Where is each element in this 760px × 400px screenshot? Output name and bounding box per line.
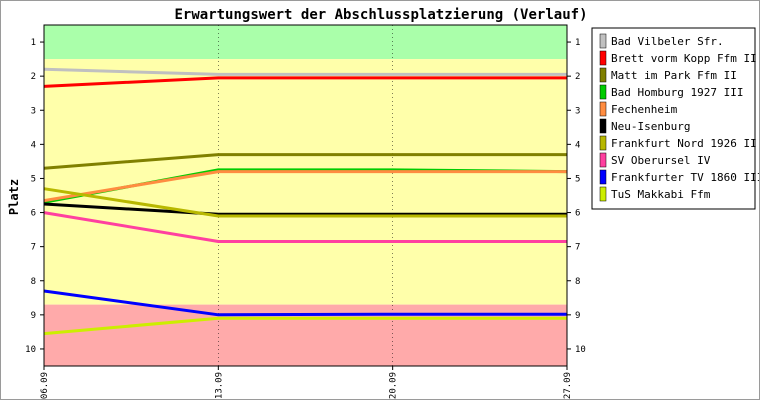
x-tick-label: 13.09 <box>214 372 224 399</box>
y-tick-label-left: 10 <box>25 345 36 355</box>
x-tick-label: 06.09 <box>40 372 50 399</box>
series-line-0 <box>43 67 567 76</box>
legend-swatch-2 <box>599 67 607 83</box>
y-tick-label-right: 10 <box>575 345 586 355</box>
legend-label-9: TuS Makkabi Ffm <box>611 188 711 201</box>
legend-label-4: Fechenheim <box>611 103 678 116</box>
plot-border <box>43 24 568 367</box>
y-tick-label-left: 6 <box>31 209 36 219</box>
series-line-8 <box>43 289 567 317</box>
y-tick-label-left: 3 <box>31 106 36 116</box>
y-tick-label-left: 5 <box>31 174 36 184</box>
legend-label-5: Neu-Isenburg <box>611 120 690 133</box>
y-tick-label-right: 9 <box>575 311 580 321</box>
series-line-4 <box>43 170 567 203</box>
y-tick-label-left: 8 <box>31 277 36 287</box>
y-tick-label-right: 4 <box>575 140 580 150</box>
legend-swatch-6 <box>599 135 607 151</box>
y-axis-label: Platz <box>7 179 21 215</box>
legend-swatch-7 <box>599 152 607 168</box>
legend-label-8: Frankfurter TV 1860 III <box>611 171 759 184</box>
series-line-6 <box>43 187 567 218</box>
y-tick-label-right: 7 <box>575 243 580 253</box>
legend-label-0: Bad Vilbeler Sfr. <box>611 35 724 48</box>
series-line-2 <box>43 153 567 170</box>
chart-title: Erwartungswert der Abschlussplatzierung … <box>174 7 587 23</box>
legend-swatch-3 <box>599 84 607 100</box>
series-line-1 <box>43 76 567 88</box>
band-0 <box>44 25 567 60</box>
x-tick-label: 20.09 <box>389 372 399 399</box>
y-tick-label-left: 4 <box>31 140 36 150</box>
legend-label-3: Bad Homburg 1927 III <box>611 86 743 99</box>
y-tick-label-left: 9 <box>31 311 36 321</box>
band-1 <box>44 59 567 305</box>
legend-swatch-1 <box>599 50 607 66</box>
y-tick-label-right: 3 <box>575 106 580 116</box>
y-tick-label-right: 2 <box>575 72 580 82</box>
legend-label-6: Frankfurt Nord 1926 II <box>611 137 757 150</box>
legend-swatch-8 <box>599 169 607 185</box>
legend-label-1: Brett vorm Kopp Ffm II <box>611 52 757 65</box>
legend-label-2: Matt im Park Ffm II <box>611 69 737 82</box>
y-tick-label-right: 8 <box>575 277 580 287</box>
legend-swatch-5 <box>599 118 607 134</box>
y-tick-label-right: 1 <box>575 38 580 48</box>
series-line-9 <box>43 316 567 336</box>
y-tick-label-right: 6 <box>575 209 580 219</box>
x-tick-label: 27.09 <box>563 372 573 399</box>
y-tick-label-left: 1 <box>31 38 36 48</box>
series-line-7 <box>43 211 567 243</box>
series-line-5 <box>43 202 567 216</box>
legend-swatch-0 <box>599 33 607 49</box>
legend-swatch-9 <box>599 186 607 202</box>
y-tick-label-right: 5 <box>575 174 580 184</box>
legend-label-7: SV Oberursel IV <box>611 154 711 167</box>
y-tick-label-left: 7 <box>31 243 36 253</box>
legend-box <box>591 27 756 210</box>
y-tick-label-left: 2 <box>31 72 36 82</box>
legend-swatch-4 <box>599 101 607 117</box>
